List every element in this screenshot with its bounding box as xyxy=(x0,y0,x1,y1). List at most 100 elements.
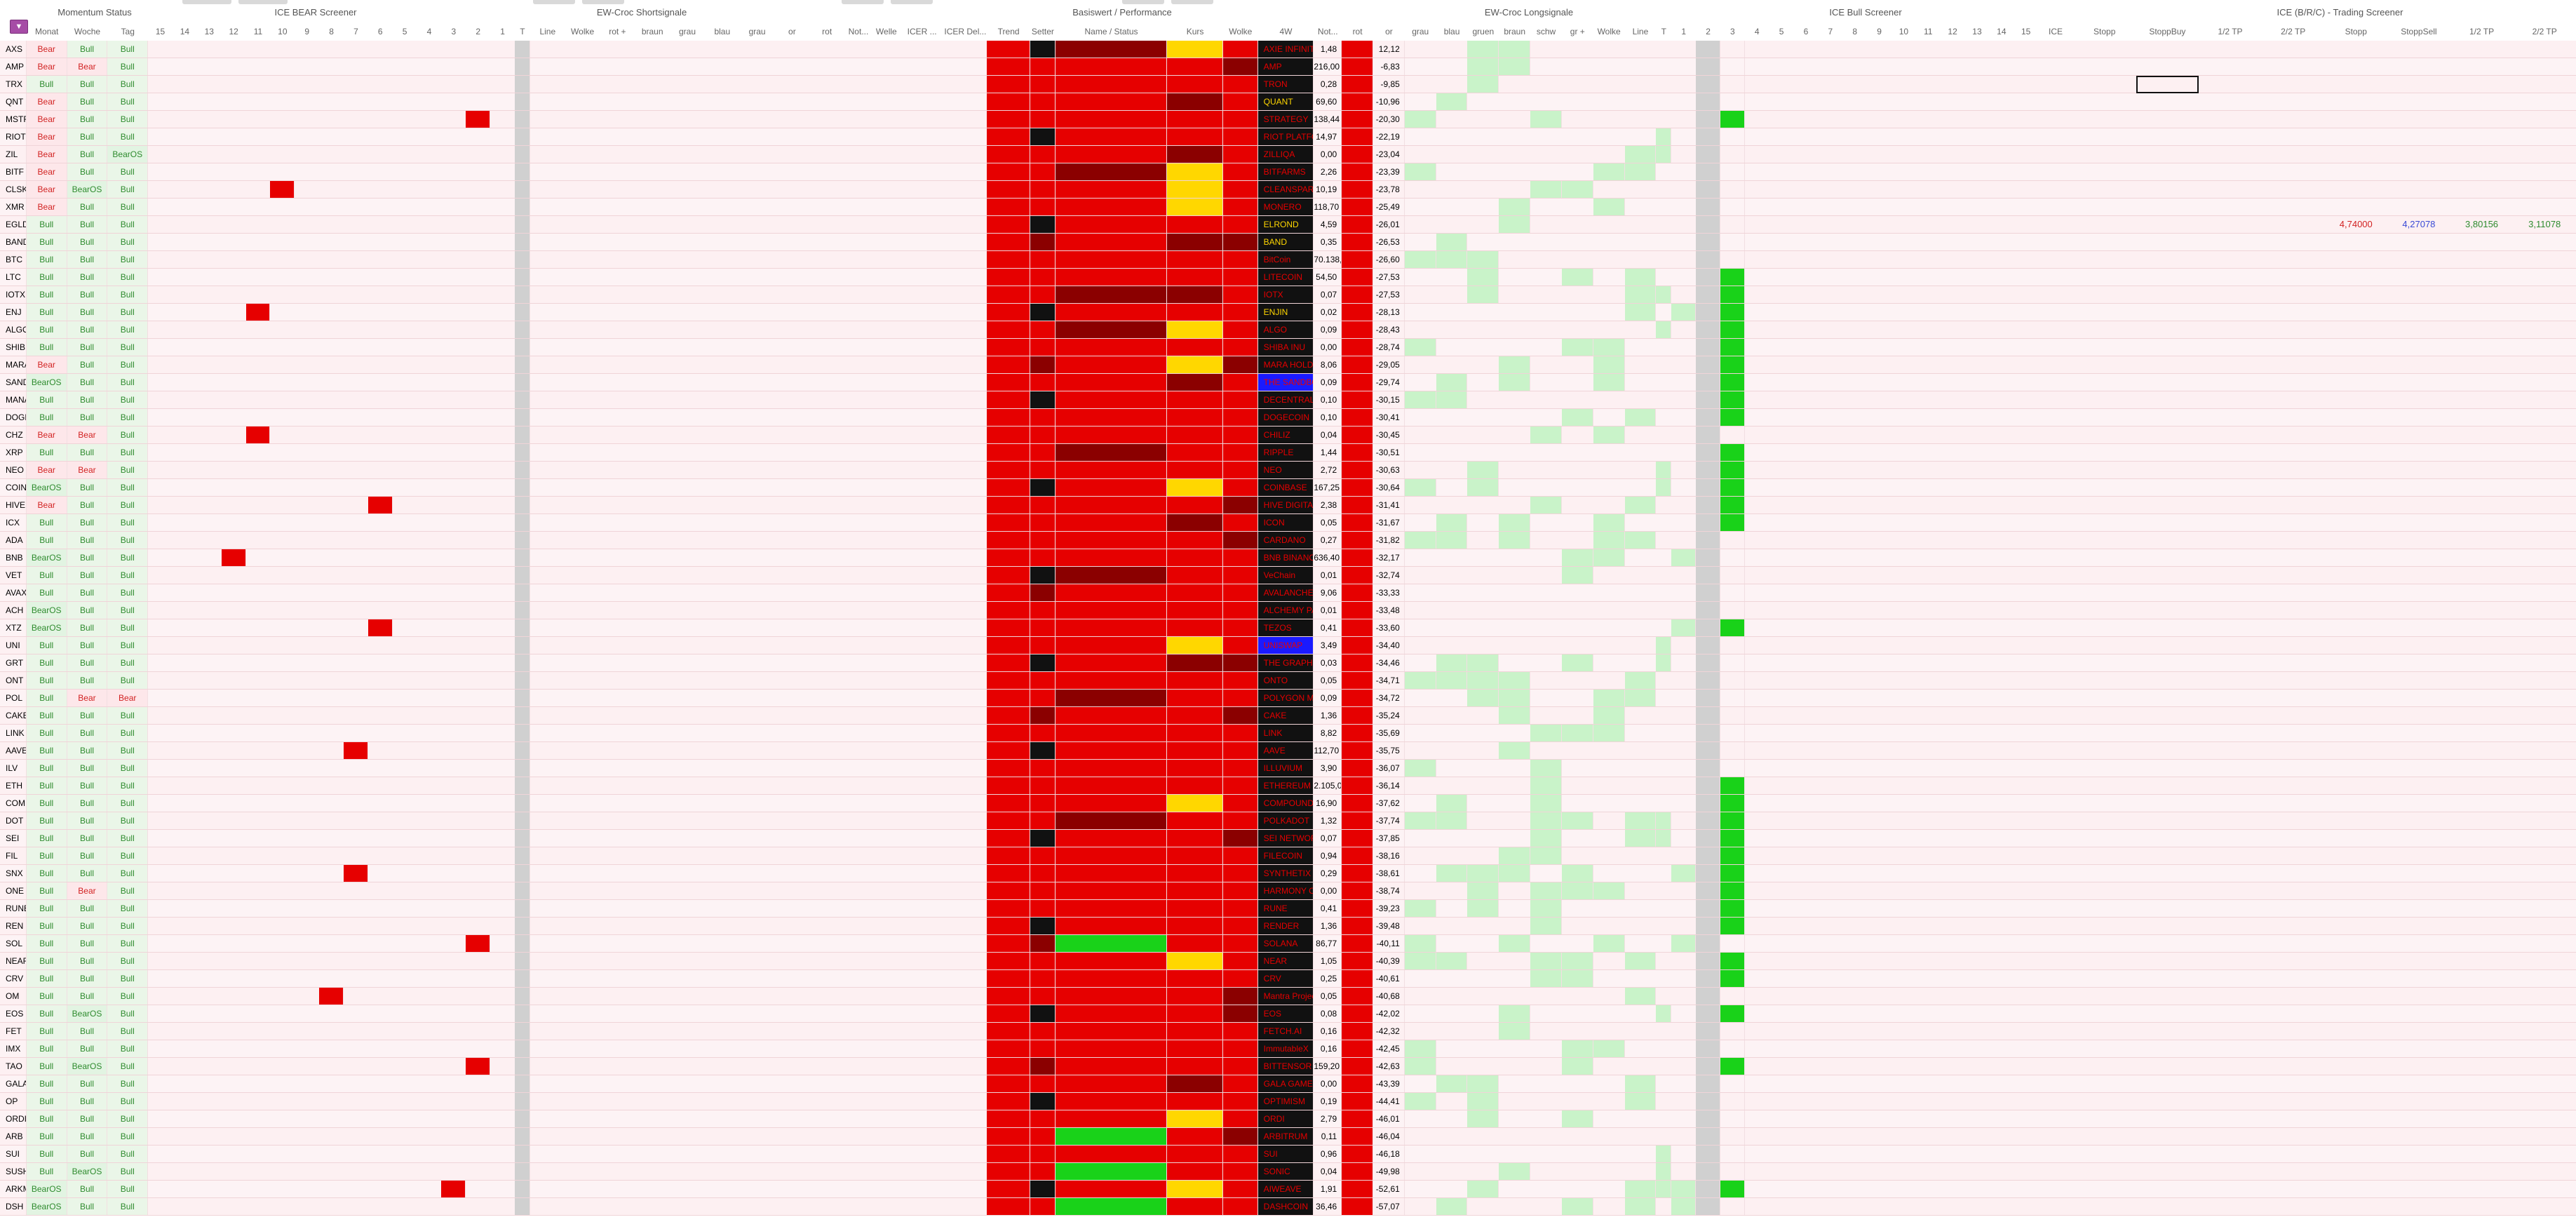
momentum-woche[interactable]: Bull xyxy=(67,479,108,496)
momentum-tag[interactable]: Bull xyxy=(107,93,149,110)
momentum-tag[interactable]: Bull xyxy=(107,654,149,671)
momentum-woche[interactable]: Bull xyxy=(67,619,108,636)
asset-name[interactable]: ICON xyxy=(1257,514,1314,531)
table-row[interactable]: ORDI Bull Bull Bull ORDI 2,79 -46,01 xyxy=(0,1110,2576,1128)
momentum-tag[interactable]: Bull xyxy=(107,58,149,75)
column-header[interactable]: rot xyxy=(1352,27,1363,36)
momentum-tag[interactable]: Bear xyxy=(107,690,149,706)
asset-name[interactable]: CLEANSPARK xyxy=(1257,181,1314,198)
momentum-monat[interactable]: Bull xyxy=(26,812,67,829)
table-row[interactable]: IMX Bull Bull Bull ImmutableX 0,16 -42,45 xyxy=(0,1040,2576,1058)
momentum-monat[interactable]: Bear xyxy=(26,146,67,163)
asset-name[interactable]: THE GRAPH xyxy=(1257,654,1314,671)
momentum-tag[interactable]: Bull xyxy=(107,988,149,1005)
table-row[interactable]: OP Bull Bull Bull OPTIMISM 0,19 -44,41 xyxy=(0,1093,2576,1110)
momentum-tag[interactable]: Bull xyxy=(107,882,149,899)
momentum-monat[interactable]: Bull xyxy=(26,953,67,969)
momentum-monat[interactable]: Bull xyxy=(26,760,67,777)
asset-name[interactable]: SEI NETWORK xyxy=(1257,830,1314,847)
column-header[interactable]: gruen xyxy=(1472,27,1495,36)
momentum-woche[interactable]: Bull xyxy=(67,497,108,513)
momentum-tag[interactable]: Bull xyxy=(107,321,149,338)
momentum-monat[interactable]: Bull xyxy=(26,444,67,461)
momentum-tag[interactable]: Bull xyxy=(107,1146,149,1162)
table-row[interactable]: AAVE Bull Bull Bull AAVE 112,70 -35,75 xyxy=(0,742,2576,760)
momentum-monat[interactable]: Bull xyxy=(26,532,67,549)
column-header[interactable]: Line xyxy=(1632,27,1649,36)
momentum-woche[interactable]: Bear xyxy=(67,58,108,75)
momentum-woche[interactable]: Bull xyxy=(67,1128,108,1145)
table-row[interactable]: DSH BearOS Bull Bull DASHCOIN 36,46 -57,07 xyxy=(0,1198,2576,1216)
momentum-tag[interactable]: Bull xyxy=(107,1198,149,1215)
momentum-monat[interactable]: Bull xyxy=(26,234,67,250)
asset-name[interactable]: OPTIMISM xyxy=(1257,1093,1314,1110)
column-header[interactable]: 8 xyxy=(1852,27,1858,36)
momentum-monat[interactable]: Bear xyxy=(26,128,67,145)
asset-name[interactable]: AAVE xyxy=(1257,742,1314,759)
momentum-tag[interactable]: Bull xyxy=(107,918,149,934)
table-row[interactable]: ILV Bull Bull Bull ILLUVIUM 3,90 -36,07 xyxy=(0,760,2576,777)
momentum-monat[interactable]: Bull xyxy=(26,1075,67,1092)
momentum-monat[interactable]: Bull xyxy=(26,988,67,1005)
asset-name[interactable]: RIPPLE xyxy=(1257,444,1314,461)
momentum-woche[interactable]: Bull xyxy=(67,128,108,145)
column-header[interactable]: Welle xyxy=(875,27,897,36)
momentum-monat[interactable]: Bull xyxy=(26,409,67,426)
momentum-woche[interactable]: Bull xyxy=(67,725,108,741)
momentum-tag[interactable]: Bull xyxy=(107,795,149,812)
asset-name[interactable]: SUI xyxy=(1257,1146,1314,1162)
asset-name[interactable]: RIOT PLATFORMS xyxy=(1257,128,1314,145)
column-header[interactable]: 11 xyxy=(1924,27,1933,36)
momentum-tag[interactable]: Bull xyxy=(107,847,149,864)
asset-name[interactable]: CRV xyxy=(1257,970,1314,987)
momentum-monat[interactable]: Bull xyxy=(26,970,67,987)
momentum-monat[interactable]: Bull xyxy=(26,251,67,268)
column-header[interactable]: Monat xyxy=(35,27,59,36)
column-header[interactable]: 13 xyxy=(204,27,214,36)
table-row[interactable]: ENJ Bull Bull Bull ENJIN 0,02 -28,13 xyxy=(0,304,2576,321)
asset-name[interactable]: DECENTRALAND xyxy=(1257,391,1314,408)
column-header[interactable]: 9 xyxy=(304,27,310,36)
column-header[interactable]: Line xyxy=(539,27,556,36)
momentum-monat[interactable]: Bull xyxy=(26,269,67,286)
momentum-monat[interactable]: Bear xyxy=(26,462,67,478)
momentum-woche[interactable]: Bull xyxy=(67,970,108,987)
asset-name[interactable]: AVALANCHE xyxy=(1257,584,1314,601)
table-row[interactable]: CRV Bull Bull Bull CRV 0,25 -40,61 xyxy=(0,970,2576,988)
momentum-monat[interactable]: Bull xyxy=(26,637,67,654)
momentum-monat[interactable]: Bull xyxy=(26,882,67,899)
momentum-monat[interactable]: Bull xyxy=(26,707,67,724)
momentum-monat[interactable]: Bull xyxy=(26,830,67,847)
table-row[interactable]: SANDBearOSBullBullTHE SANDBOX0,09-29,74 xyxy=(0,374,2576,391)
asset-name[interactable]: SOLANA xyxy=(1257,935,1314,952)
table-row[interactable]: SUI Bull Bull Bull SUI 0,96 -46,18 xyxy=(0,1146,2576,1163)
momentum-monat[interactable]: Bear xyxy=(26,199,67,215)
asset-name[interactable]: NEO xyxy=(1257,462,1314,478)
column-header[interactable]: 2/2 TP xyxy=(2532,27,2557,36)
momentum-monat[interactable]: Bull xyxy=(26,777,67,794)
momentum-tag[interactable]: Bull xyxy=(107,409,149,426)
column-header[interactable]: schw xyxy=(1536,27,1556,36)
momentum-woche[interactable]: Bull xyxy=(67,93,108,110)
column-header[interactable]: gr + xyxy=(1570,27,1585,36)
momentum-woche[interactable]: Bull xyxy=(67,795,108,812)
momentum-tag[interactable]: Bull xyxy=(107,567,149,584)
table-row[interactable]: DOT Bull Bull Bull POLKADOT 1,32 -37,74 xyxy=(0,812,2576,830)
momentum-woche[interactable]: Bull xyxy=(67,1146,108,1162)
momentum-woche[interactable]: Bull xyxy=(67,830,108,847)
momentum-woche[interactable]: Bull xyxy=(67,339,108,356)
column-header[interactable]: 1/2 TP xyxy=(2218,27,2243,36)
table-row[interactable]: CHZ Bear Bear Bull CHILIZ 0,04 -30,45 xyxy=(0,427,2576,444)
momentum-tag[interactable]: Bull xyxy=(107,427,149,443)
table-row[interactable]: XMR Bear Bull Bull MONERO 118,70 -25,49 xyxy=(0,199,2576,216)
table-row[interactable]: ZIL Bear Bull BearOS ZILLIQA 0,00 -23,04 xyxy=(0,146,2576,163)
column-header[interactable]: 1/2 TP xyxy=(2469,27,2495,36)
momentum-tag[interactable]: Bull xyxy=(107,970,149,987)
sheet-tab[interactable] xyxy=(182,0,231,4)
asset-name[interactable]: LITECOIN xyxy=(1257,269,1314,286)
momentum-tag[interactable]: Bull xyxy=(107,41,149,58)
momentum-monat[interactable]: Bull xyxy=(26,321,67,338)
asset-name[interactable]: ARBITRUM xyxy=(1257,1128,1314,1145)
asset-name[interactable]: ETHEREUM xyxy=(1257,777,1314,794)
